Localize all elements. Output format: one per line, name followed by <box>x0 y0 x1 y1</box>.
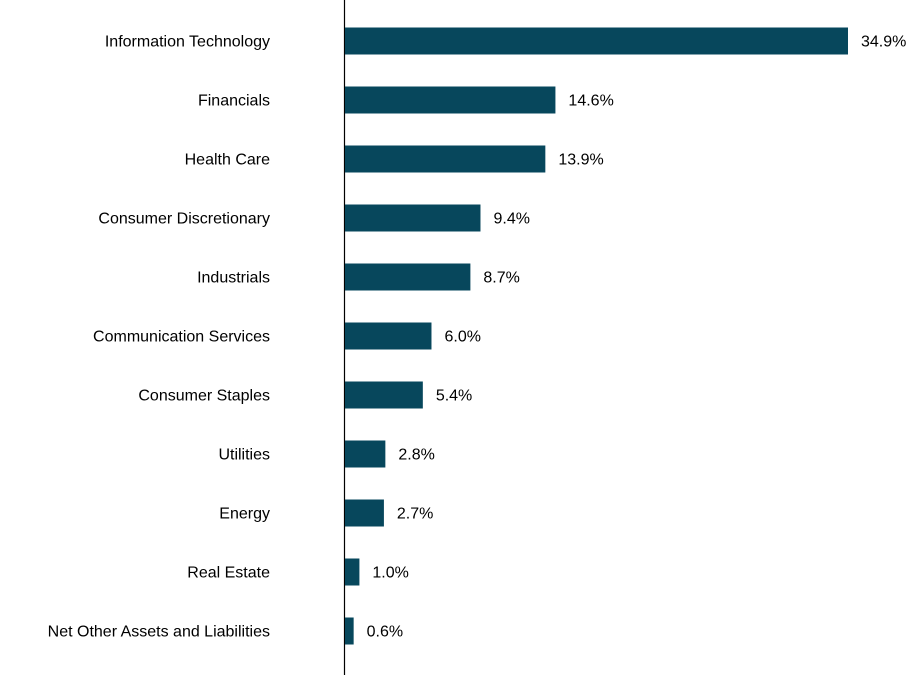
bar <box>345 145 546 173</box>
bar <box>345 322 432 350</box>
value-label: 5.4% <box>436 388 472 405</box>
bar <box>345 558 360 586</box>
value-label: 13.9% <box>558 152 603 169</box>
category-label: Health Care <box>185 152 270 169</box>
value-label: 8.7% <box>483 270 519 287</box>
category-label: Financials <box>198 93 270 110</box>
category-label: Consumer Staples <box>138 388 270 405</box>
bar <box>345 499 384 527</box>
value-label: 6.0% <box>444 329 480 346</box>
category-label: Industrials <box>197 270 270 287</box>
value-label: 2.8% <box>398 447 434 464</box>
category-label: Energy <box>219 506 270 523</box>
value-label: 34.9% <box>861 34 906 51</box>
bar <box>345 27 848 55</box>
category-label: Real Estate <box>187 565 270 582</box>
value-label: 14.6% <box>568 93 613 110</box>
bar <box>345 440 386 468</box>
value-label: 1.0% <box>372 565 408 582</box>
value-label: 0.6% <box>367 624 403 641</box>
bar <box>345 204 481 232</box>
category-label: Information Technology <box>105 34 270 51</box>
category-label: Communication Services <box>93 329 270 346</box>
category-label: Net Other Assets and Liabilities <box>48 624 270 641</box>
bar <box>345 381 423 409</box>
category-label: Utilities <box>218 447 270 464</box>
value-label: 9.4% <box>493 211 529 228</box>
category-label: Consumer Discretionary <box>98 211 270 228</box>
bar <box>345 263 471 291</box>
bar <box>345 86 556 114</box>
value-label: 2.7% <box>397 506 433 523</box>
bar <box>345 617 354 645</box>
